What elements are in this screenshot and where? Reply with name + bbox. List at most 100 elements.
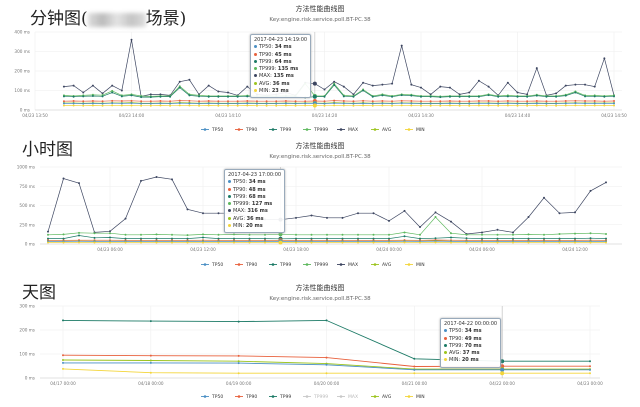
data-point-min <box>62 241 65 244</box>
data-point-tp99 <box>458 95 461 98</box>
data-point-min <box>362 104 365 107</box>
data-point-tp50 <box>91 102 94 105</box>
legend-item-tp90[interactable]: TP90 <box>235 394 257 400</box>
legend-item-tp99[interactable]: TP99 <box>269 262 291 268</box>
tooltip-row: AVG: 36 ms <box>254 81 307 88</box>
tooltip-key: TP90: <box>449 335 465 342</box>
data-point-tp90 <box>429 100 432 103</box>
data-point-min <box>589 372 591 375</box>
legend-item-max[interactable]: MAX <box>337 127 358 133</box>
data-point-min <box>62 367 64 370</box>
legend-marker <box>271 263 275 266</box>
data-point-min <box>198 104 201 107</box>
data-point-tp99 <box>342 95 345 98</box>
data-point-tp50 <box>593 102 596 105</box>
data-point-tp90 <box>169 100 172 103</box>
data-point-max <box>188 78 191 81</box>
data-point-max <box>326 216 328 219</box>
legend-item-tp50[interactable]: TP50 <box>201 262 223 268</box>
tooltip-value: 135 ms <box>277 66 299 73</box>
data-point-min <box>304 104 307 107</box>
data-point-tp50 <box>72 102 75 105</box>
legend-item-avg[interactable]: AVG <box>371 127 392 133</box>
data-point-min <box>605 241 607 244</box>
data-point-max <box>310 214 313 217</box>
data-point-tp50 <box>371 102 374 105</box>
tooltip-row: TP99: 68 ms <box>228 194 281 201</box>
tooltip-value: 127 ms <box>251 201 273 208</box>
legend-label: TP50 <box>211 262 223 268</box>
data-point-max <box>439 85 442 88</box>
data-point-tp99 <box>468 95 471 98</box>
data-point-tp99 <box>613 95 615 98</box>
data-point-min <box>155 241 158 244</box>
data-point-max <box>558 212 561 215</box>
data-point-min <box>419 241 421 244</box>
data-point-tp99 <box>558 237 561 240</box>
data-point-tp50 <box>613 102 615 105</box>
data-point-tp90 <box>342 100 345 103</box>
data-point-min <box>535 104 538 107</box>
series-dot-icon <box>444 329 447 333</box>
tooltip-row: TP90: 45 ms <box>254 52 307 59</box>
tooltip-time: 2017-04-22 00:00:00 <box>444 321 498 327</box>
legend-item-tp999[interactable]: TP999 <box>303 394 328 400</box>
legend-item-tp99[interactable]: TP99 <box>269 127 291 133</box>
legend-item-tp999[interactable]: TP999 <box>303 262 328 268</box>
y-tick-label: 100 ms <box>19 352 35 357</box>
legend-marker <box>373 395 377 398</box>
data-point-tp99 <box>391 95 394 98</box>
legend-label: AVG <box>382 262 392 268</box>
legend-marker <box>407 395 411 398</box>
legend-item-avg[interactable]: AVG <box>371 394 392 400</box>
data-point-tp99 <box>233 237 235 240</box>
legend-item-tp999[interactable]: TP999 <box>303 127 328 133</box>
y-tick-label: 200 ms <box>19 328 35 333</box>
legend-item-tp50[interactable]: TP50 <box>201 127 223 133</box>
x-tick-label: 04/23 14:10 <box>215 113 241 118</box>
data-point-tp90 <box>477 100 480 103</box>
data-point-tp99 <box>439 96 442 99</box>
legend-item-min[interactable]: MIN <box>405 262 425 268</box>
legend-item-avg[interactable]: AVG <box>371 262 392 268</box>
legend-item-tp99[interactable]: TP99 <box>269 394 291 400</box>
data-point-min <box>265 104 268 107</box>
data-point-tp999 <box>78 231 80 234</box>
data-point-min <box>526 104 529 107</box>
data-point-max <box>82 91 85 94</box>
data-point-min <box>465 241 468 244</box>
data-point-tp99 <box>93 236 96 239</box>
data-point-min <box>109 241 111 244</box>
legend-item-max[interactable]: MAX <box>337 394 358 400</box>
legend-marker <box>305 128 309 131</box>
data-point-tp999 <box>248 233 251 236</box>
data-point-min <box>325 372 328 375</box>
data-point-max <box>227 91 229 94</box>
data-point-min <box>227 104 229 107</box>
tooltip-value: 70 ms <box>464 342 482 349</box>
x-tick-label: 04/22 00:00 <box>489 381 515 386</box>
legend-item-min[interactable]: MIN <box>405 394 425 400</box>
data-point-tp50 <box>410 102 413 105</box>
data-point-tp50 <box>516 102 519 105</box>
y-tick-label: 300 ms <box>19 304 35 309</box>
x-tick-label: 04/24 12:00 <box>562 247 588 252</box>
y-tick-label: 0 ms <box>25 376 35 381</box>
legend-item-tp50[interactable]: TP50 <box>201 394 223 400</box>
data-point-tp99 <box>101 95 104 98</box>
data-point-tp99 <box>47 237 49 240</box>
legend-item-max[interactable]: MAX <box>337 262 358 268</box>
legend-item-min[interactable]: MIN <box>405 127 425 133</box>
data-point-tp50 <box>82 102 85 105</box>
x-tick-label: 04/23 14:00 <box>119 113 145 118</box>
data-point-max <box>333 80 336 83</box>
legend-item-tp90[interactable]: TP90 <box>235 127 257 133</box>
x-tick-label: 04/18 00:00 <box>138 381 164 386</box>
tooltip-key: MIN: <box>449 357 462 364</box>
series-line-max <box>63 39 615 97</box>
y-tick-label: 250 ms <box>19 222 35 227</box>
data-point-tp99 <box>465 237 468 240</box>
legend-label: TP99 <box>279 262 291 268</box>
data-point-tp90 <box>400 99 403 102</box>
legend-item-tp90[interactable]: TP90 <box>235 262 257 268</box>
